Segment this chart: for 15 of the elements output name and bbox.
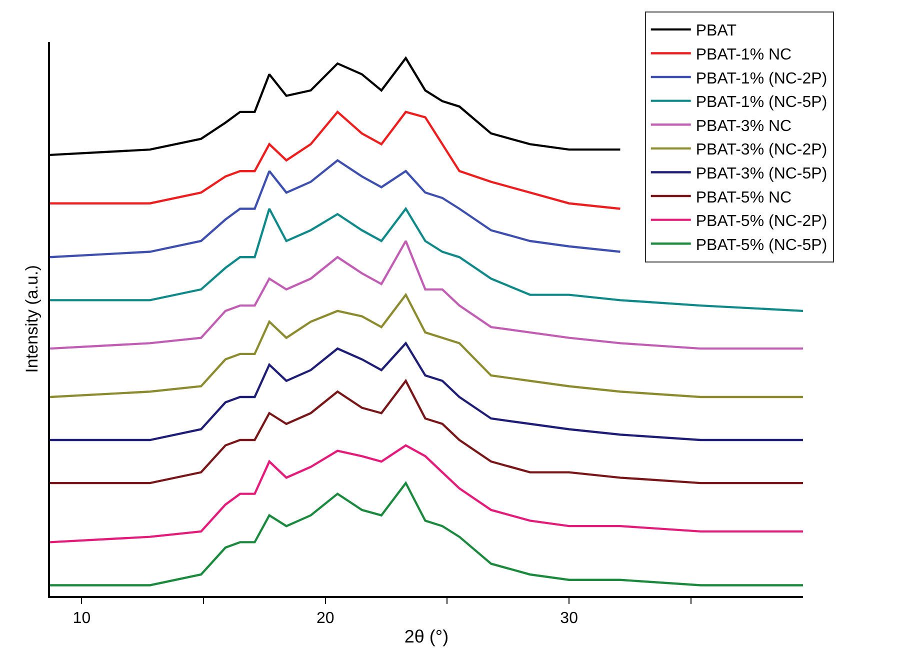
legend-label: PBAT [696,22,737,40]
legend-label: PBAT-3% NC [696,118,792,135]
y-axis-title: Intensity (a.u.) [22,265,42,373]
legend-label: PBAT-1% NC [696,46,792,64]
legend-label: PBAT-3% (NC-5P) [696,165,828,182]
legend-label: PBAT-5% (NC-2P) [696,213,828,230]
x-tick-label: 30 [560,610,578,627]
x-tick-label: 10 [72,610,91,627]
legend-label: PBAT-3% (NC-2P) [696,142,828,159]
legend-label: PBAT-5% NC [696,189,792,206]
x-axis-title: 2θ (°) [404,626,449,647]
x-tick-label: 20 [316,610,334,627]
legend-label: PBAT-5% (NC-5P) [696,236,828,254]
legend-label: PBAT-1% (NC-5P) [696,94,828,112]
legend-label: PBAT-1% (NC-2P) [696,70,828,88]
